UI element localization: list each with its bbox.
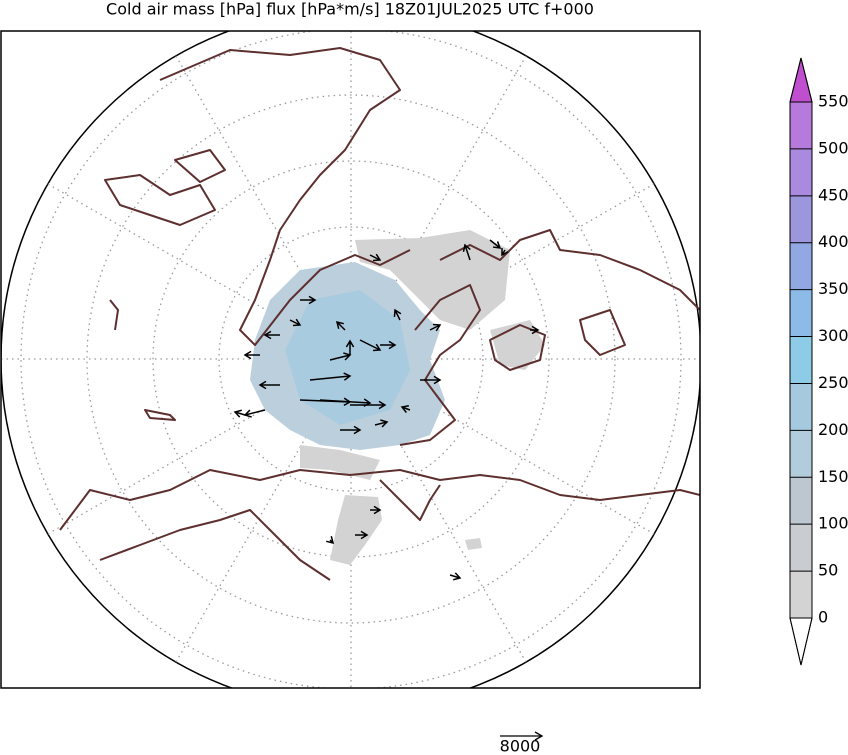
colorbar-segment — [790, 336, 812, 384]
flux-vector — [345, 339, 355, 355]
flux-vector — [489, 239, 502, 249]
colorbar-tick-label: 150 — [818, 467, 848, 486]
colorbar-segment — [790, 289, 812, 337]
colorbar-tick-label: 550 — [818, 92, 848, 111]
colorbar-tick-label: 100 — [818, 514, 848, 533]
flux-vector — [462, 243, 471, 261]
flux-vector — [258, 380, 280, 390]
flux-vector — [350, 400, 387, 410]
colorbar-tick-label: 350 — [818, 279, 848, 298]
quiver-key-head — [534, 731, 544, 741]
flux-vector — [393, 308, 402, 321]
colorbar-tick-label: 500 — [818, 138, 848, 157]
flux-vector — [380, 340, 397, 350]
flux-vector — [370, 505, 382, 515]
colorbar-tick-label: 400 — [818, 232, 848, 251]
colorbar-segment — [790, 102, 812, 149]
flux-vector — [429, 323, 442, 332]
colorbar-segment — [790, 524, 812, 572]
flux-vector — [501, 248, 509, 257]
flux-vector — [400, 404, 411, 413]
flux-vector — [340, 425, 362, 435]
coastlines — [59, 47, 700, 581]
flux-vectors — [233, 239, 540, 581]
flux-vector — [233, 409, 246, 418]
flux-vector — [329, 352, 352, 361]
flux-vector — [355, 530, 369, 540]
colorbar-segment — [790, 195, 812, 243]
colorbar-segment — [790, 477, 812, 525]
colorbar-tick-label: 0 — [818, 608, 828, 627]
map — [1, 31, 700, 688]
colorbar-segment — [790, 430, 812, 478]
flux-vector — [263, 330, 280, 340]
colorbar-tick-label: 50 — [818, 561, 838, 580]
colorbar-segment — [790, 571, 812, 618]
graticule — [1, 31, 700, 688]
colorbar-segment — [790, 242, 812, 290]
flux-vector — [326, 536, 335, 545]
flux-vector — [369, 253, 382, 262]
flux-vector — [420, 375, 442, 385]
map-frame — [0, 30, 701, 689]
colorbar: 0 50 100 150 200 250 300 350 400 450 500 550 — [789, 57, 848, 666]
colorbar-tick-label: 450 — [818, 185, 848, 204]
colorbar-segment — [790, 383, 812, 431]
colorbar-tick-label: 200 — [818, 420, 848, 439]
flux-vector — [530, 325, 540, 335]
flux-vector — [359, 339, 382, 352]
flux-vector — [449, 572, 462, 581]
map-title: Cold air mass [hPa] flux [hPa*m/s] 18Z01… — [106, 0, 594, 19]
flux-vector — [309, 372, 352, 381]
flux-vector — [300, 295, 317, 305]
colorbar-tick-label: 250 — [818, 373, 848, 392]
colorbar-segment — [790, 148, 812, 196]
flux-vector — [374, 419, 389, 428]
colorbar-under — [789, 617, 813, 666]
flux-vector — [335, 320, 346, 331]
flux-vector — [243, 350, 260, 360]
colorbar-over — [789, 57, 813, 103]
quiver-key-label: 8000 — [500, 737, 541, 755]
flux-vector — [289, 318, 302, 327]
colorbar-tick-label: 300 — [818, 326, 848, 345]
